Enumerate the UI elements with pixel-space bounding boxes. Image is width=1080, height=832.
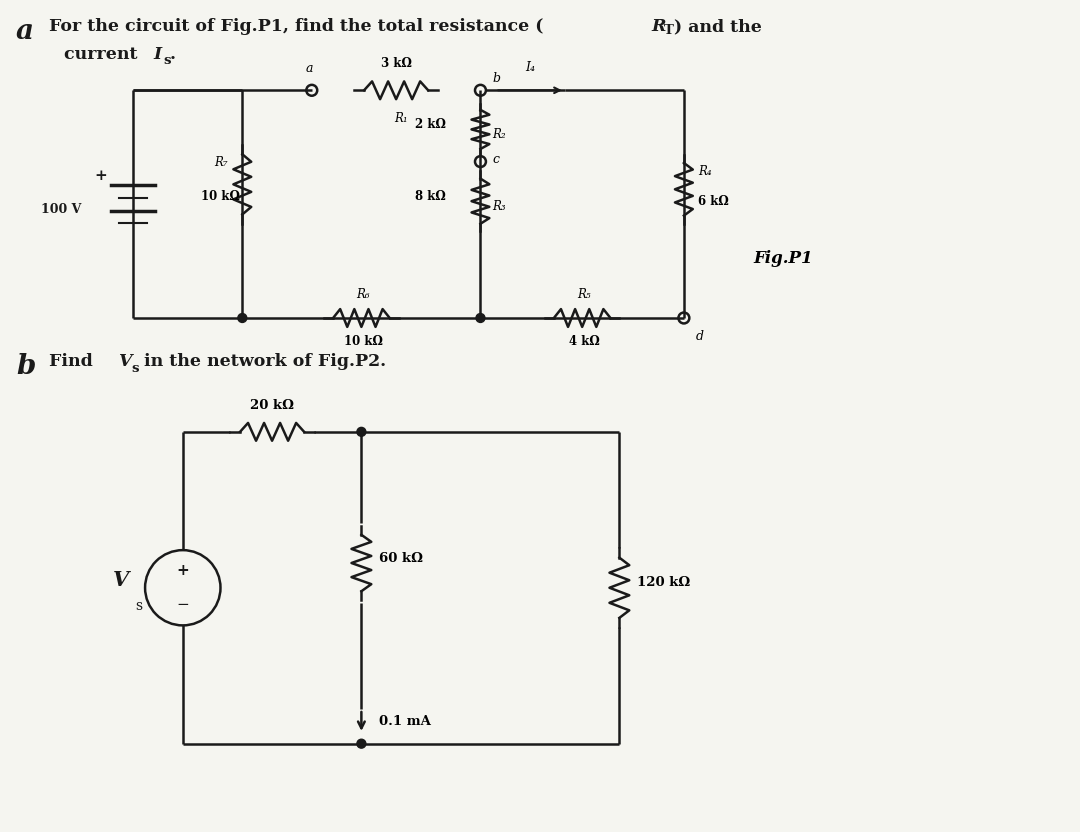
Text: s: s bbox=[131, 362, 138, 374]
Text: a: a bbox=[16, 18, 35, 45]
Text: a: a bbox=[306, 62, 313, 76]
Text: For the circuit of Fig.P1, find the total resistance (: For the circuit of Fig.P1, find the tota… bbox=[49, 18, 543, 35]
Text: 120 kΩ: 120 kΩ bbox=[637, 577, 690, 589]
Text: 0.1 mA: 0.1 mA bbox=[379, 715, 431, 728]
Text: 2 kΩ: 2 kΩ bbox=[416, 118, 446, 131]
Text: V: V bbox=[113, 570, 130, 590]
Text: R₂: R₂ bbox=[492, 128, 507, 141]
Text: −: − bbox=[176, 597, 189, 612]
Text: .: . bbox=[170, 46, 176, 62]
Text: +: + bbox=[94, 170, 107, 183]
Text: Find: Find bbox=[49, 353, 98, 369]
Text: 8 kΩ: 8 kΩ bbox=[416, 190, 446, 203]
Text: b: b bbox=[492, 72, 500, 86]
Text: c: c bbox=[492, 153, 499, 166]
Text: b: b bbox=[16, 353, 36, 379]
Circle shape bbox=[356, 428, 366, 436]
Text: R₃: R₃ bbox=[492, 200, 507, 213]
Text: Fig.P1: Fig.P1 bbox=[754, 250, 813, 267]
Text: 4 kΩ: 4 kΩ bbox=[569, 334, 599, 348]
Text: 10 kΩ: 10 kΩ bbox=[201, 191, 240, 203]
Text: 6 kΩ: 6 kΩ bbox=[698, 195, 729, 208]
Text: current: current bbox=[64, 46, 144, 62]
Text: 100 V: 100 V bbox=[41, 203, 82, 215]
Text: 3 kΩ: 3 kΩ bbox=[380, 57, 411, 71]
Text: R₇: R₇ bbox=[214, 156, 227, 169]
Text: R: R bbox=[651, 18, 665, 35]
Text: T: T bbox=[664, 24, 674, 37]
Text: R₆: R₆ bbox=[356, 288, 370, 301]
Text: I₄: I₄ bbox=[525, 62, 535, 74]
Text: I: I bbox=[153, 46, 161, 62]
Text: 20 kΩ: 20 kΩ bbox=[251, 399, 294, 412]
Text: R₅: R₅ bbox=[578, 288, 591, 301]
Text: +: + bbox=[176, 563, 189, 578]
Text: R₄: R₄ bbox=[698, 165, 712, 178]
Text: R₁: R₁ bbox=[394, 112, 408, 125]
Circle shape bbox=[356, 739, 366, 748]
Text: in the network of Fig.P2.: in the network of Fig.P2. bbox=[138, 353, 387, 369]
Text: s: s bbox=[163, 54, 171, 67]
Text: s: s bbox=[136, 598, 143, 612]
Circle shape bbox=[476, 314, 485, 323]
Circle shape bbox=[238, 314, 247, 323]
Text: 10 kΩ: 10 kΩ bbox=[343, 334, 382, 348]
Text: V: V bbox=[119, 353, 132, 369]
Text: 60 kΩ: 60 kΩ bbox=[379, 552, 423, 565]
Text: d: d bbox=[696, 329, 704, 343]
Text: ) and the: ) and the bbox=[674, 18, 761, 35]
